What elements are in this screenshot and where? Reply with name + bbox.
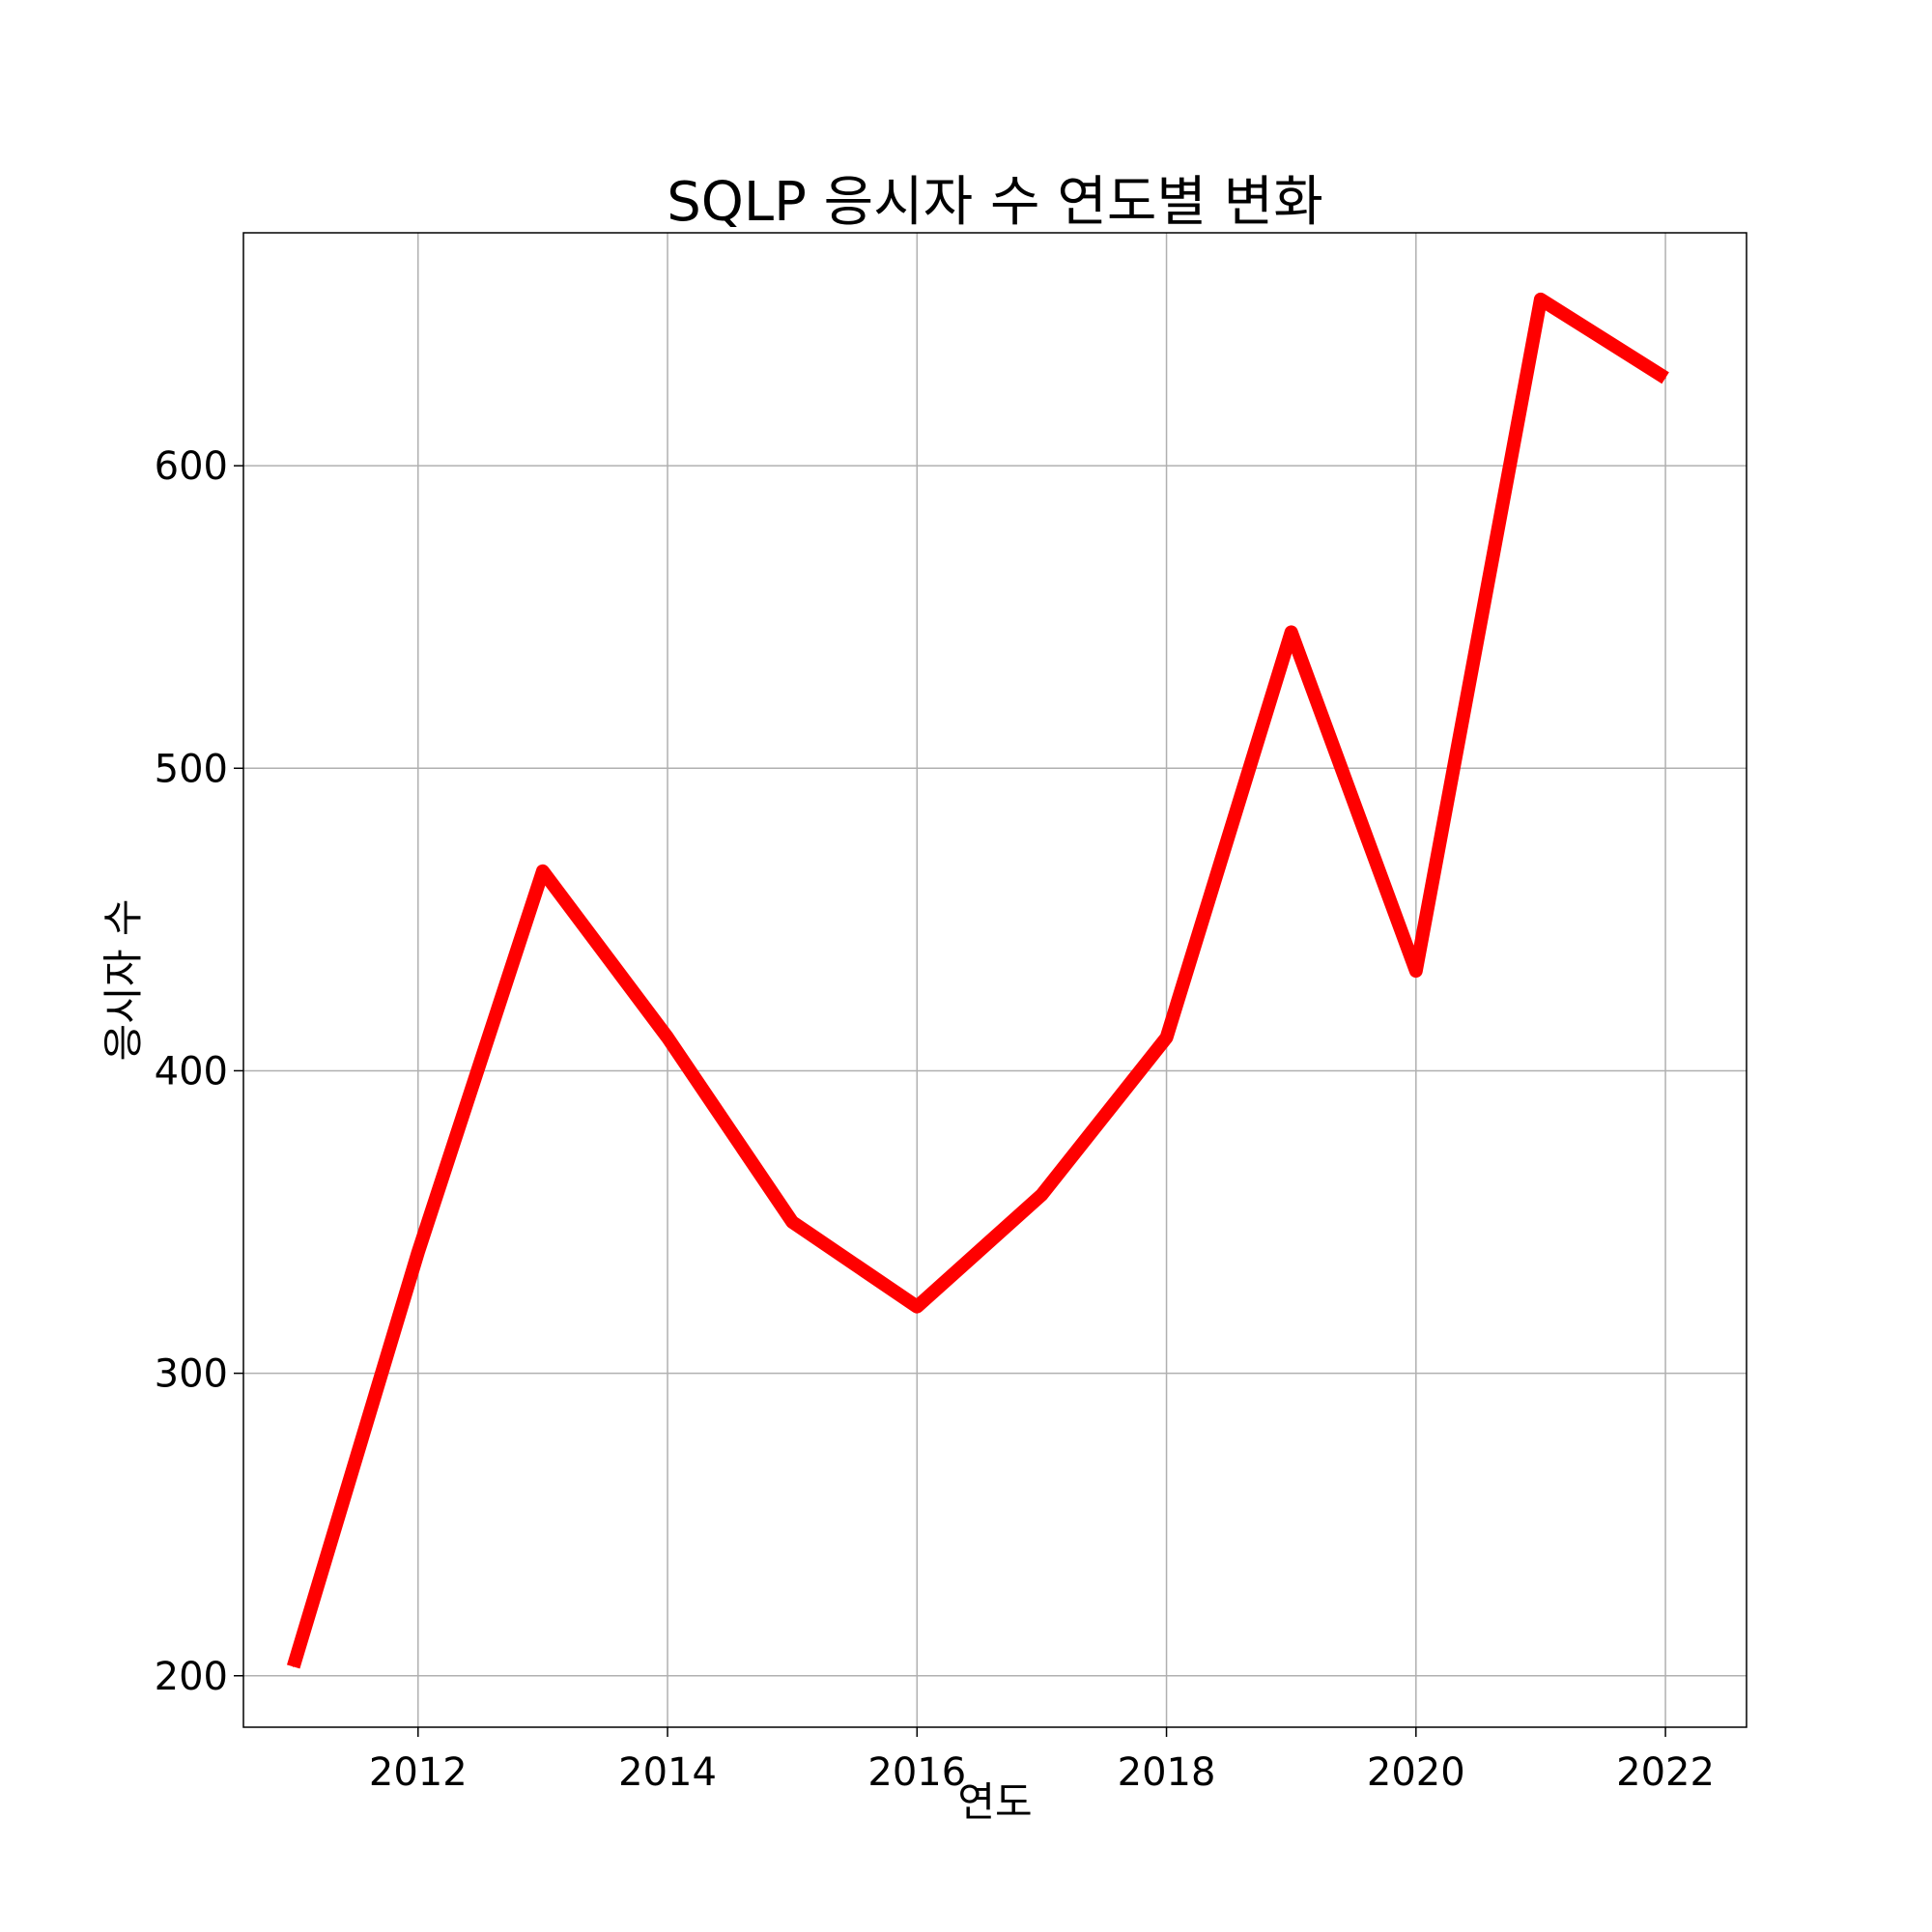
x-tick-label: 2012 [369, 1750, 468, 1795]
data-point [1040, 1194, 1042, 1196]
x-tick-label: 2014 [618, 1750, 717, 1795]
y-axis-label: 응시자 수 [99, 899, 147, 1062]
data-point [417, 1251, 419, 1253]
y-tick-label: 300 [155, 1352, 228, 1397]
y-axis-ticks: 200 300 400 500 600 [155, 444, 243, 1699]
y-tick-label: 200 [155, 1655, 228, 1699]
data-point [1291, 631, 1293, 633]
series-layer [286, 292, 1669, 1669]
x-tick-label: 2016 [867, 1750, 966, 1795]
data-point [293, 1665, 295, 1667]
x-tick-label: 2018 [1118, 1750, 1216, 1795]
series-line [286, 292, 1669, 1669]
data-point [791, 1221, 793, 1223]
data-point [1166, 1037, 1168, 1038]
data-point [1540, 298, 1542, 300]
plot-frame [242, 232, 1747, 1728]
x-tick-label: 2022 [1616, 1750, 1715, 1795]
data-point [1415, 970, 1417, 972]
x-axis-label: 연도 [957, 1778, 1032, 1826]
data-point [916, 1306, 918, 1308]
chart-title: SQLP 응시자 수 연도별 변화 [667, 171, 1322, 234]
y-tick-label: 600 [155, 444, 228, 489]
y-tick-label: 400 [155, 1049, 228, 1094]
data-point [542, 870, 544, 872]
x-tick-label: 2020 [1367, 1750, 1465, 1795]
data-point [1664, 377, 1666, 379]
y-tick-label: 500 [155, 747, 228, 791]
x-axis-ticks: 2012 2014 2016 2018 2020 2022 [369, 1727, 1715, 1795]
grid-lines [243, 233, 1747, 1727]
